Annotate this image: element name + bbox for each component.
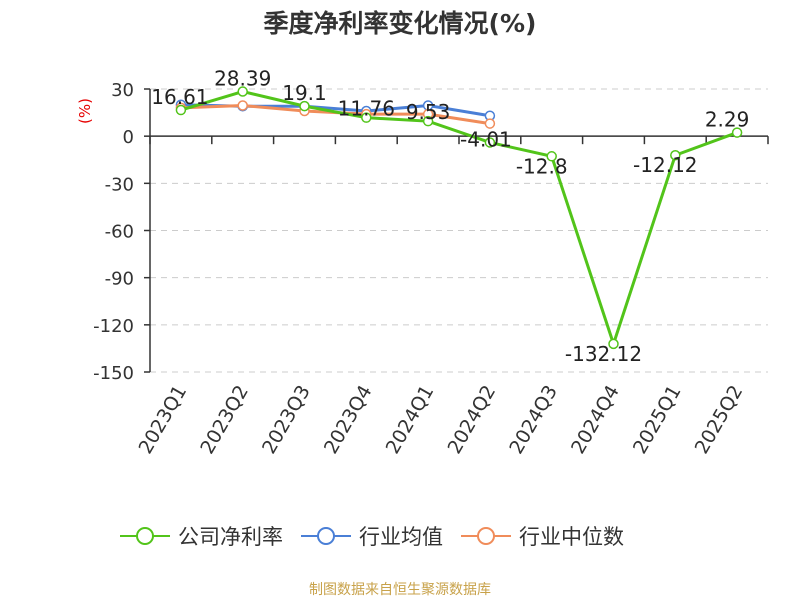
- data-label: 28.39: [214, 67, 271, 91]
- data-label: -132.12: [565, 342, 642, 366]
- data-point: [546, 151, 557, 162]
- chart-title: 季度净利率变化情况(%): [263, 9, 537, 38]
- legend: 公司净利率 行业均值 行业中位数: [120, 520, 642, 552]
- legend-marker-industry-mean: [301, 527, 351, 545]
- legend-label-industry-mean: 行业均值: [359, 525, 443, 549]
- data-point: [361, 112, 372, 123]
- data-point: [299, 100, 310, 112]
- data-label: 16.61: [151, 85, 208, 109]
- data-point: [237, 100, 248, 111]
- y-tick-label: 30: [111, 80, 134, 101]
- x-tick-label: 2024Q3: [505, 382, 562, 458]
- x-tick-label: 2024Q1: [382, 382, 439, 458]
- data-point: [608, 338, 619, 350]
- data-source-note: 制图数据来自恒生聚源数据库: [309, 582, 491, 598]
- x-tick-label: 2023Q3: [258, 382, 315, 458]
- y-tick-label: -120: [93, 316, 134, 337]
- x-tick-label: 2023Q4: [320, 382, 377, 458]
- data-label: 2.29: [705, 108, 750, 132]
- data-label: 9.53: [406, 100, 451, 124]
- legend-marker-industry-median: [461, 527, 511, 545]
- y-tick-label: -150: [93, 363, 134, 384]
- y-tick-label: 0: [123, 127, 134, 148]
- legend-item-industry-median[interactable]: 行业中位数: [461, 521, 624, 551]
- x-tick-label: 2025Q2: [691, 382, 748, 458]
- x-tick-label: 2024Q4: [567, 382, 624, 458]
- data-point: [484, 118, 496, 129]
- y-tick-label: -90: [105, 269, 134, 290]
- x-tick-label: 2023Q2: [196, 382, 253, 458]
- data-point: [175, 104, 187, 116]
- data-point: [237, 86, 248, 97]
- legend-item-industry-mean[interactable]: 行业均值: [301, 521, 443, 551]
- data-point: [731, 127, 743, 138]
- data-label: -12.12: [633, 153, 697, 177]
- data-point: [422, 115, 434, 127]
- y-tick-label: -30: [105, 174, 134, 195]
- legend-label-company: 公司净利率: [178, 525, 283, 549]
- legend-label-industry-median: 行业中位数: [519, 525, 624, 549]
- data-point: [670, 149, 681, 161]
- x-tick-label: 2023Q1: [134, 382, 191, 458]
- y-tick-label: -60: [105, 222, 134, 243]
- legend-marker-company: [120, 527, 170, 545]
- data-label: -4.01: [460, 127, 512, 151]
- series-line: [180, 89, 738, 349]
- data-label: -12.8: [516, 154, 568, 178]
- data-point: [484, 137, 496, 148]
- x-tick-label: 2025Q1: [629, 382, 686, 458]
- data-label: 11.76: [338, 97, 395, 121]
- legend-item-company[interactable]: 公司净利率: [120, 521, 283, 551]
- data-label: 19.1: [282, 81, 327, 105]
- x-tick-label: 2024Q2: [443, 382, 500, 458]
